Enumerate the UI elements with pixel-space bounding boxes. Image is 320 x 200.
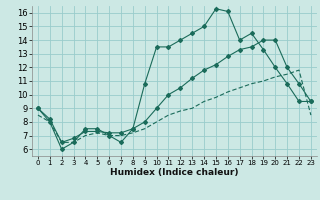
X-axis label: Humidex (Indice chaleur): Humidex (Indice chaleur) [110,168,239,177]
